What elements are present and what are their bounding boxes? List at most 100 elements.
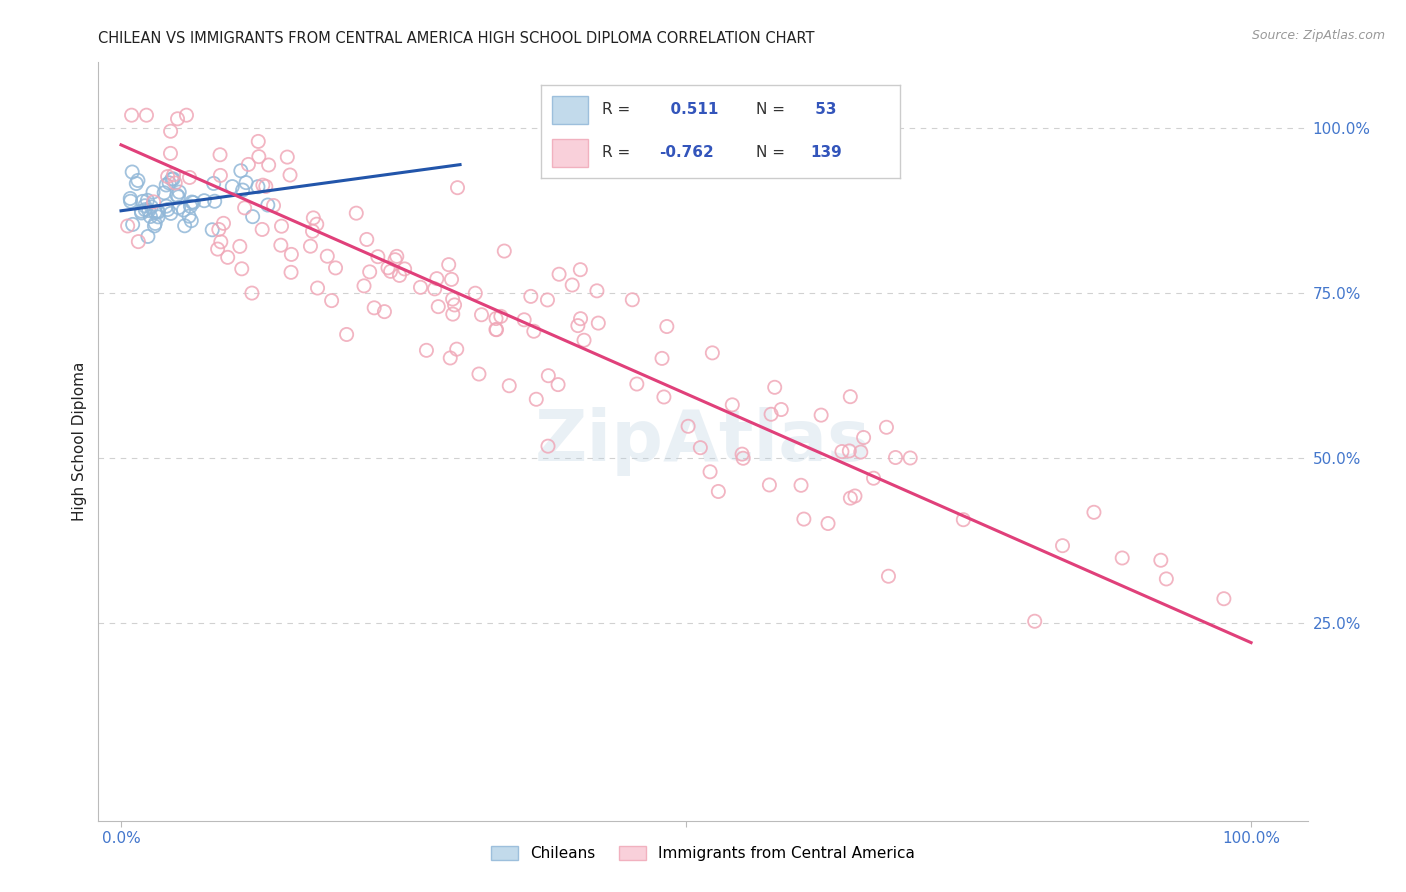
Point	[388, 268, 411, 283]
Point	[702, 346, 724, 360]
Point	[689, 441, 711, 455]
Point	[952, 513, 974, 527]
Point	[415, 343, 437, 358]
Point	[153, 186, 176, 200]
Point	[131, 194, 153, 209]
Point	[793, 512, 815, 526]
Point	[409, 280, 432, 294]
Point	[162, 172, 184, 186]
Point	[142, 194, 165, 209]
Point	[156, 169, 179, 184]
Point	[180, 195, 202, 210]
Point	[257, 158, 280, 172]
Point	[193, 194, 215, 208]
Point	[427, 300, 450, 314]
Point	[247, 135, 270, 149]
Point	[586, 284, 609, 298]
Point	[437, 258, 460, 272]
Point	[120, 194, 142, 209]
Point	[120, 192, 142, 206]
Point	[446, 180, 468, 194]
Point	[201, 223, 224, 237]
Point	[548, 267, 571, 281]
Point	[146, 204, 169, 219]
Point	[884, 450, 907, 465]
Point	[844, 489, 866, 503]
Point	[238, 157, 260, 171]
Point	[839, 390, 862, 404]
Point	[136, 194, 159, 208]
Point	[524, 392, 547, 407]
Point	[143, 216, 166, 230]
Point	[1024, 614, 1046, 628]
Point	[443, 298, 465, 312]
Point	[176, 108, 198, 122]
Point	[146, 210, 169, 224]
Point	[316, 249, 339, 263]
Point	[229, 163, 252, 178]
Point	[561, 278, 583, 293]
Point	[247, 150, 270, 164]
Point	[155, 199, 177, 213]
Text: R =: R =	[602, 145, 630, 161]
Point	[167, 201, 190, 215]
Point	[731, 447, 754, 461]
Text: 0.511: 0.511	[659, 102, 718, 117]
Point	[877, 569, 900, 583]
Point	[652, 390, 675, 404]
Point	[1052, 539, 1074, 553]
Point	[733, 451, 755, 466]
Point	[572, 333, 595, 347]
Point	[790, 478, 813, 492]
Point	[270, 219, 292, 234]
Point	[588, 316, 610, 330]
Point	[353, 278, 375, 293]
Point	[839, 491, 862, 505]
Point	[468, 367, 491, 381]
Point	[183, 195, 205, 210]
Point	[676, 419, 699, 434]
Point	[367, 250, 389, 264]
Point	[127, 235, 149, 249]
Point	[131, 206, 153, 220]
Point	[439, 351, 461, 365]
Point	[179, 199, 201, 213]
Point	[759, 407, 782, 421]
Point	[325, 260, 347, 275]
Point	[446, 342, 468, 356]
Text: N =: N =	[756, 102, 786, 117]
Point	[157, 176, 180, 190]
Text: 139: 139	[810, 145, 842, 161]
Point	[758, 478, 780, 492]
Point	[141, 200, 163, 214]
Point	[165, 176, 187, 190]
Point	[862, 471, 884, 485]
Point	[1212, 591, 1234, 606]
Point	[278, 168, 301, 182]
Point	[246, 179, 269, 194]
Point	[655, 319, 678, 334]
Point	[159, 206, 181, 220]
Point	[135, 108, 157, 122]
Point	[299, 239, 322, 253]
Point	[162, 168, 184, 182]
Point	[898, 450, 921, 465]
Point	[838, 444, 860, 458]
Point	[380, 264, 402, 278]
Point	[356, 232, 378, 246]
Bar	[553, 96, 588, 124]
Point	[179, 170, 201, 185]
Point	[817, 516, 839, 531]
Point	[770, 402, 793, 417]
Point	[229, 239, 252, 253]
Point	[523, 324, 546, 338]
Point	[117, 219, 139, 233]
Point	[537, 439, 560, 453]
Point	[160, 172, 183, 186]
Point	[180, 213, 202, 227]
Point	[377, 260, 399, 275]
Point	[209, 148, 232, 162]
Point	[520, 289, 543, 303]
Point	[217, 250, 239, 264]
Point	[344, 206, 367, 220]
